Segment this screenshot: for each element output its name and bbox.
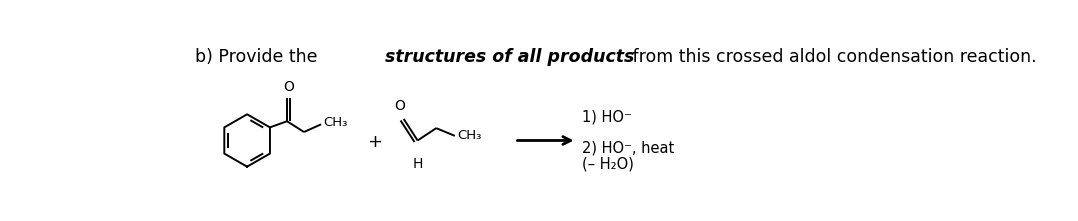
Text: CH₃: CH₃ (323, 116, 348, 129)
Text: structures of all products: structures of all products (385, 48, 635, 66)
Text: O: O (395, 99, 405, 113)
Text: O: O (284, 80, 294, 93)
Text: +: + (368, 133, 383, 151)
Text: H: H (413, 157, 423, 171)
Text: CH₃: CH₃ (457, 129, 482, 142)
Text: b) Provide the: b) Provide the (195, 48, 323, 66)
Text: 1) HO⁻: 1) HO⁻ (582, 110, 632, 125)
Text: (– H₂O): (– H₂O) (582, 156, 634, 171)
Text: 2) HO⁻, heat: 2) HO⁻, heat (582, 141, 674, 156)
Text: from this crossed aldol condensation reaction.: from this crossed aldol condensation rea… (626, 48, 1036, 66)
